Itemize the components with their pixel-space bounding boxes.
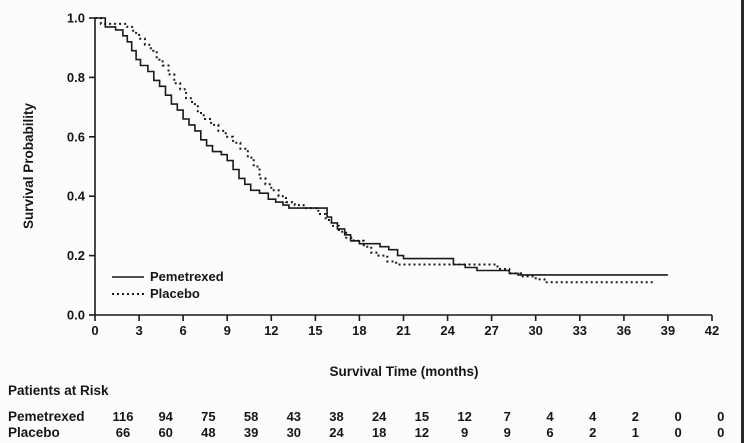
x-tick-label: 0 bbox=[91, 323, 98, 338]
risk-count-pemetrexed-m24: 12 bbox=[457, 409, 471, 424]
risk-count-pemetrexed-m12: 43 bbox=[287, 409, 301, 424]
risk-count-placebo-m36: 1 bbox=[632, 425, 639, 440]
x-tick-label: 42 bbox=[705, 323, 719, 338]
x-tick-label: 30 bbox=[528, 323, 542, 338]
risk-count-pemetrexed-m0: 116 bbox=[113, 409, 134, 424]
risk-row-label-pemetrexed: Pemetrexed bbox=[8, 409, 85, 424]
x-tick-label: 3 bbox=[135, 323, 142, 338]
x-tick-label: 39 bbox=[661, 323, 675, 338]
risk-row-label-placebo: Placebo bbox=[8, 425, 60, 440]
risk-count-placebo-m30: 6 bbox=[546, 425, 553, 440]
risk-count-pemetrexed-m3: 94 bbox=[158, 409, 173, 424]
x-tick-label: 36 bbox=[617, 323, 631, 338]
risk-count-placebo-m12: 30 bbox=[287, 425, 301, 440]
x-tick-label: 15 bbox=[308, 323, 322, 338]
risk-count-placebo-m3: 60 bbox=[158, 425, 172, 440]
risk-table-title: Patients at Risk bbox=[8, 383, 109, 398]
risk-count-placebo-m42: 0 bbox=[717, 425, 724, 440]
x-tick-label: 33 bbox=[573, 323, 587, 338]
x-tick-label: 9 bbox=[224, 323, 231, 338]
legend-label-pemetrexed: Pemetrexed bbox=[150, 269, 224, 284]
risk-count-pemetrexed-m42: 0 bbox=[717, 409, 724, 424]
risk-count-placebo-m0: 66 bbox=[116, 425, 130, 440]
y-tick-label: 0.4 bbox=[67, 189, 86, 204]
risk-count-pemetrexed-m27: 7 bbox=[504, 409, 511, 424]
risk-count-placebo-m15: 24 bbox=[329, 425, 344, 440]
risk-count-pemetrexed-m33: 4 bbox=[589, 409, 597, 424]
x-tick-label: 6 bbox=[179, 323, 186, 338]
risk-count-placebo-m6: 48 bbox=[201, 425, 215, 440]
risk-count-pemetrexed-m39: 0 bbox=[674, 409, 681, 424]
risk-count-placebo-m21: 12 bbox=[415, 425, 429, 440]
risk-count-placebo-m27: 9 bbox=[504, 425, 511, 440]
risk-count-placebo-m24: 9 bbox=[461, 425, 468, 440]
x-tick-label: 24 bbox=[440, 323, 455, 338]
y-tick-label: 0.2 bbox=[67, 248, 85, 263]
series-line-placebo bbox=[95, 17, 654, 284]
series-line-pemetrexed bbox=[95, 17, 668, 276]
y-tick-label: 1.0 bbox=[67, 11, 85, 26]
x-tick-label: 12 bbox=[264, 323, 278, 338]
x-axis-label: Survival Time (months) bbox=[329, 364, 478, 379]
risk-count-pemetrexed-m15: 38 bbox=[329, 409, 343, 424]
risk-count-pemetrexed-m9: 58 bbox=[244, 409, 258, 424]
risk-count-placebo-m18: 18 bbox=[372, 425, 386, 440]
risk-count-pemetrexed-m21: 15 bbox=[415, 409, 429, 424]
risk-count-placebo-m39: 0 bbox=[674, 425, 681, 440]
risk-count-pemetrexed-m36: 2 bbox=[632, 409, 639, 424]
x-tick-label: 18 bbox=[352, 323, 366, 338]
y-tick-label: 0.8 bbox=[67, 70, 85, 85]
x-tick-label: 21 bbox=[396, 323, 410, 338]
risk-count-pemetrexed-m30: 4 bbox=[546, 409, 554, 424]
risk-count-pemetrexed-m18: 24 bbox=[372, 409, 387, 424]
risk-count-pemetrexed-m6: 75 bbox=[201, 409, 215, 424]
chart-generated-layer: 0.00.20.40.60.81.00 3 6 9 12 15 18 21 24 27 30 33 36… bbox=[67, 11, 724, 441]
risk-count-placebo-m9: 39 bbox=[244, 425, 258, 440]
risk-count-placebo-m33: 2 bbox=[589, 425, 596, 440]
y-tick-label: 0.6 bbox=[67, 129, 85, 144]
y-axis-label: Survival Probability bbox=[21, 102, 36, 229]
y-tick-label: 0.0 bbox=[67, 308, 85, 323]
x-tick-label: 27 bbox=[484, 323, 498, 338]
legend-label-placebo: Placebo bbox=[150, 286, 200, 301]
